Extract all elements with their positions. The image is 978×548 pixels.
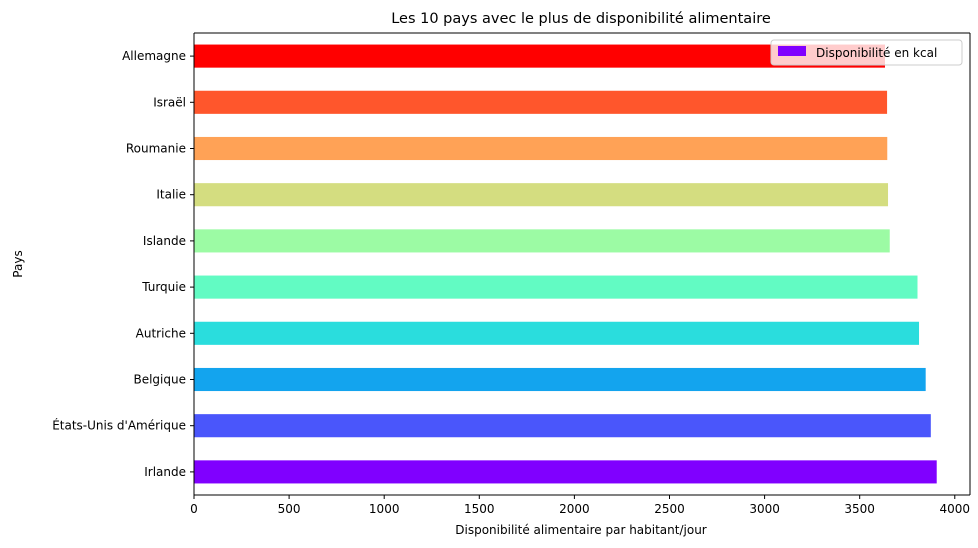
y-category-label: Israël (153, 95, 186, 109)
bar (194, 183, 889, 207)
bar (194, 367, 926, 392)
x-tick-label: 1500 (464, 502, 495, 516)
x-axis-label: Disponibilité alimentaire par habitant/j… (455, 523, 707, 537)
x-tick-label: 2000 (559, 502, 590, 516)
x-tick-label: 500 (278, 502, 301, 516)
y-category-label: États-Unis d'Amérique (52, 418, 186, 433)
y-axis-label: Pays (11, 250, 25, 277)
x-tick-label: 1000 (369, 502, 400, 516)
plot-frame (193, 32, 971, 496)
y-category-label: Turquie (141, 280, 186, 294)
legend-swatch (778, 46, 806, 56)
x-tick-label: 2500 (654, 502, 685, 516)
bar (194, 321, 920, 345)
y-category-label: Allemagne (122, 49, 186, 63)
legend: Disponibilité en kcal (770, 39, 963, 66)
x-tick-label: 4000 (940, 502, 971, 516)
bar (194, 44, 885, 68)
x-tick-label: 3000 (749, 502, 780, 516)
y-category-label: Irlande (144, 465, 186, 479)
chart-title: Les 10 pays avec le plus de disponibilit… (391, 11, 771, 27)
x-tick-label: 0 (190, 502, 198, 516)
y-category-label: Italie (156, 188, 186, 202)
y-category-label: Autriche (136, 326, 186, 340)
y-category-labels: Irlande États-Unis d'Amérique Belgique Autr… (52, 49, 194, 479)
bar (194, 414, 931, 438)
bar (194, 460, 937, 484)
bar (194, 275, 918, 299)
bar (194, 136, 888, 161)
y-category-label: Belgique (133, 373, 186, 387)
legend-box (770, 39, 963, 66)
bars-group (194, 44, 937, 484)
bar (194, 229, 890, 253)
x-tick-label: 3500 (844, 502, 875, 516)
legend-label: Disponibilité en kcal (816, 46, 937, 60)
y-category-label: Islande (143, 234, 186, 248)
bar (194, 90, 888, 114)
x-axis-ticks: 0 500 1000 1500 2000 2500 3000 3500 4000 (190, 495, 970, 516)
y-category-label: Roumanie (126, 142, 186, 156)
